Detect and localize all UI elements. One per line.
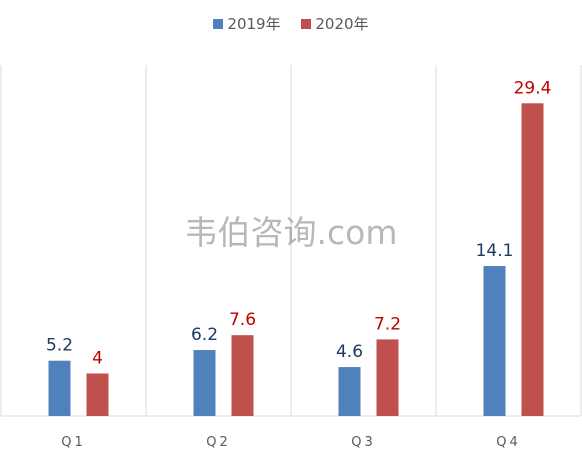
bar-q1-0	[48, 360, 71, 416]
legend-item-2019: 2019年	[213, 13, 281, 34]
data-label-q1-1: 4	[92, 348, 103, 368]
data-label-q1-0: 5.2	[46, 336, 73, 356]
data-label-q4-1: 29.4	[514, 78, 552, 98]
x-tick-label-q4: Q4	[496, 435, 521, 450]
data-label-q2-0: 6.2	[191, 325, 218, 345]
watermark-text: 韦伯咨询.com	[184, 213, 398, 252]
bar-q3-0	[338, 367, 361, 416]
data-label-q3-0: 4.6	[336, 342, 363, 362]
x-tick-label-q1: Q1	[61, 435, 86, 450]
bar-q3-1	[376, 339, 399, 416]
legend-swatch-2019	[213, 19, 224, 29]
x-tick-label-q3: Q3	[351, 435, 376, 450]
data-label-q3-1: 7.2	[374, 314, 401, 334]
legend-item-2020: 2020年	[301, 13, 369, 34]
data-label-q2-1: 7.6	[229, 310, 256, 330]
legend-label-2019: 2019年	[227, 15, 281, 33]
bar-q1-1	[86, 373, 109, 416]
legend: 2019年 2020年	[0, 13, 582, 34]
bar-q4-0	[483, 266, 506, 416]
legend-swatch-2020	[301, 19, 312, 29]
legend-label-2020: 2020年	[315, 15, 369, 33]
x-tick-label-q2: Q2	[206, 435, 231, 450]
bar-q2-0	[193, 350, 216, 416]
data-label-q4-0: 14.1	[476, 241, 514, 261]
bar-q4-1	[521, 103, 544, 417]
bar-q2-1	[231, 335, 254, 416]
